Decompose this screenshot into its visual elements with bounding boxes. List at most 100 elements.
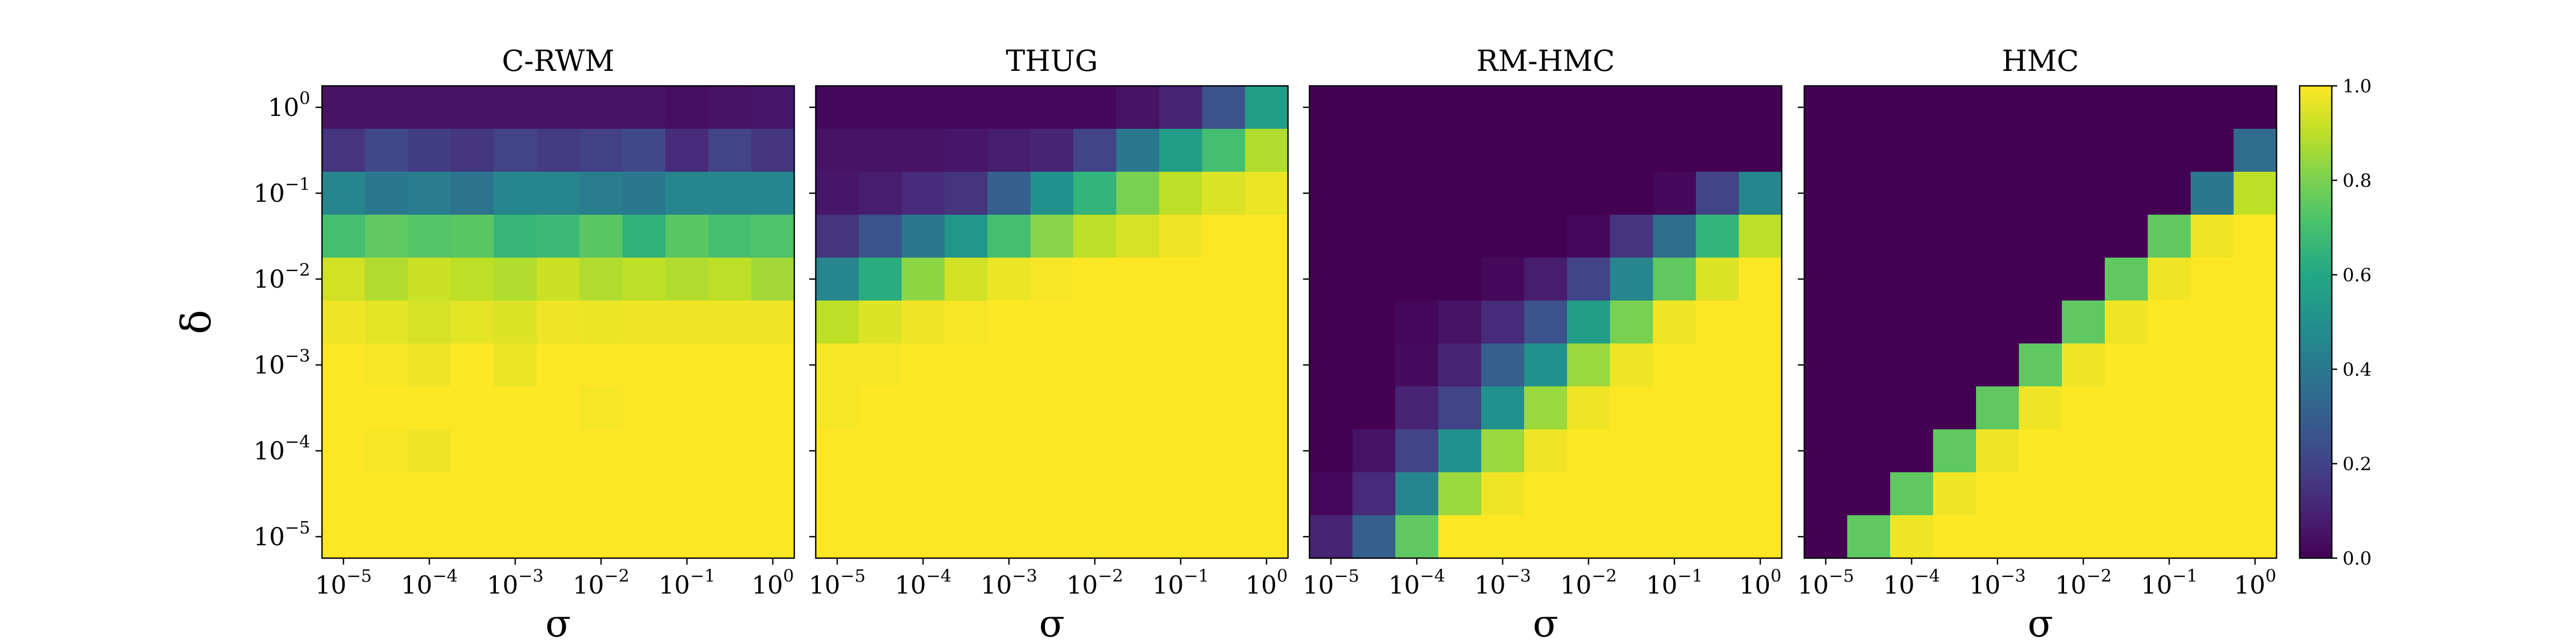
heatmap-cell [1352,515,1396,559]
heatmap-cell [1481,386,1525,430]
heatmap-cell [816,386,859,430]
heatmap-cell [816,86,859,129]
y-tick-label: 10−4 [253,431,310,465]
heatmap-cell [1976,86,2019,129]
y-tick-label-base: 10 [253,350,285,379]
heatmap-cell [1352,86,1396,129]
heatmap-cell [537,472,580,516]
heatmap-cell [2234,301,2277,344]
heatmap-cell [1524,172,1568,215]
heatmap-cell [322,386,365,430]
heatmap-cell [1567,386,1611,430]
heatmap-cell [1245,429,1289,473]
heatmap-cell [816,515,859,559]
heatmap-cell [365,86,408,129]
heatmap-cell [1804,172,1848,215]
heatmap-cell [1847,515,1891,559]
heatmap-cell [1804,215,1848,258]
heatmap-cell [1159,472,1203,516]
heatmap-cell [1739,129,1782,172]
heatmap-cell [2062,515,2105,559]
heatmap-cell [1395,129,1439,172]
heatmap-cell [1438,172,1482,215]
heatmap-cell [1739,258,1782,301]
heatmap-cell [1481,129,1525,172]
x-tick-label-exponent: −1 [690,566,715,586]
heatmap-cell [1653,343,1696,387]
heatmap-cell [1352,343,1396,387]
heatmap-cell [1030,129,1074,172]
heatmap-cell [665,386,709,430]
heatmap-cell [1933,386,1977,430]
heatmap-cell [1309,429,1353,473]
heatmap-cell [1159,129,1203,172]
y-tick-label-exponent: −4 [285,431,310,452]
heatmap-cell [859,129,902,172]
heatmap-cell [623,301,666,344]
heatmap-cell [1610,86,1653,129]
heatmap-cell [1567,472,1611,516]
heatmap-cell [1438,215,1482,258]
heatmap-cell [451,129,494,172]
heatmap-cell [816,343,859,387]
x-tick-label-base: 10 [1246,570,1277,599]
colorbar-tick-label: 0.4 [2343,359,2372,380]
heatmap-cell [1524,258,1568,301]
x-tick-label-base: 10 [1474,570,1506,599]
x-tick-label-base: 10 [752,570,784,599]
heatmap-cell [665,301,709,344]
heatmap-cell [1739,429,1782,473]
heatmap-cell [365,172,408,215]
heatmap-cell [1073,301,1117,344]
heatmap-cell [987,172,1031,215]
heatmap-cell [902,472,945,516]
heatmap-cell [2105,429,2148,473]
heatmap-cell [945,386,988,430]
heatmap-cell [2105,86,2148,129]
heatmap-cell [1804,343,1848,387]
x-tick-label-exponent: −5 [1334,566,1359,586]
heatmap-cell [859,172,902,215]
heatmap-cell [2148,172,2191,215]
heatmap-cell [1245,386,1289,430]
heatmap-cell [859,343,902,387]
heatmap-cell [2062,258,2105,301]
x-tick-label: 10−3 [980,566,1037,599]
heatmap-cell [1202,472,1246,516]
heatmap-cells [322,86,795,559]
heatmap-cell [902,172,945,215]
heatmap-cell [816,258,859,301]
x-tick-label: 100 [752,566,794,599]
heatmap-cell [322,343,365,387]
heatmap-cell [451,386,494,430]
heatmap-cell [2105,472,2148,516]
heatmap-cell [1847,215,1891,258]
heatmap-cell [2019,386,2062,430]
heatmap-cell [1890,258,1934,301]
heatmap-cell [1653,429,1696,473]
heatmap-cell [1159,86,1203,129]
heatmap-cell [1847,386,1891,430]
heatmap-cell [945,86,988,129]
heatmap-cell [623,172,666,215]
heatmap-cell [537,215,580,258]
heatmap-cell [1309,343,1353,387]
heatmap-cell [1890,343,1934,387]
heatmap-cell [1653,472,1696,516]
heatmap-cell [1352,258,1396,301]
heatmap-cell [2105,215,2148,258]
heatmap-cell [623,86,666,129]
heatmap-cell [2105,301,2148,344]
heatmap-cell [494,129,537,172]
heatmap-cell [1653,258,1696,301]
x-tick-label-base: 10 [2234,570,2266,599]
x-axis-label: σ [2028,602,2053,644]
heatmap-cell [1481,515,1525,559]
heatmap-cell [1116,258,1160,301]
heatmap-cell [322,258,365,301]
heatmap-cell [1202,343,1246,387]
heatmap-cell [1933,129,1977,172]
heatmap-cell [1890,172,1934,215]
heatmap-cell [665,343,709,387]
heatmap-cell [494,429,537,473]
